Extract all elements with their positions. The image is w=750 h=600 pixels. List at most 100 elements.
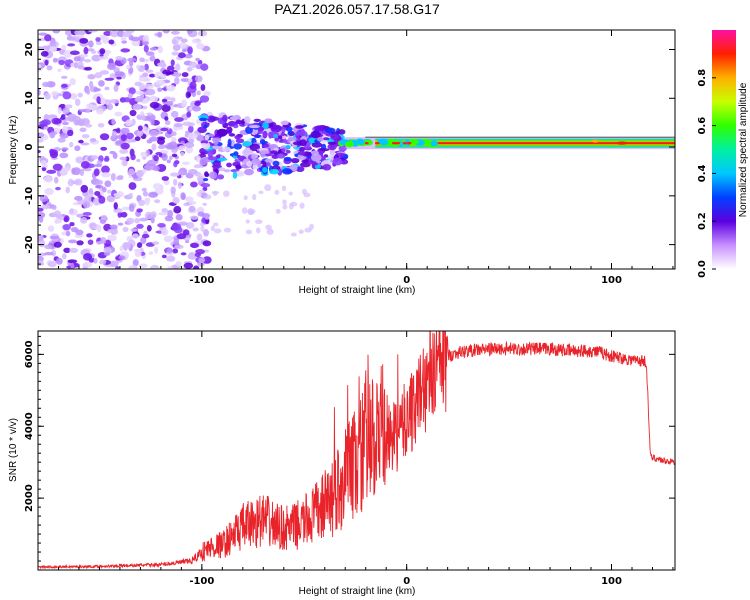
noise-blob (62, 121, 69, 126)
noise-blob (127, 93, 133, 99)
transition-blob (223, 227, 232, 233)
noise-blob (98, 80, 105, 87)
colorbar-tick-label: 0.6 (697, 117, 708, 135)
noise-blob (174, 117, 184, 122)
noise-blob (89, 138, 97, 143)
tone-peak (364, 141, 369, 145)
transition-blob (262, 130, 268, 139)
transition-blob (264, 184, 272, 192)
transition-blob (289, 201, 298, 207)
noise-blob (194, 75, 203, 83)
snr-panel: -100 0 100 2000 4000 6000 Height of straight… (8, 330, 676, 597)
noise-blob (188, 106, 194, 111)
noise-blob (152, 183, 163, 190)
transition-blob (203, 124, 208, 129)
noise-blob (112, 152, 118, 159)
noise-blob (203, 90, 211, 97)
transition-blob (259, 149, 270, 155)
noise-blob (150, 53, 155, 62)
transition-blob (200, 140, 209, 145)
spectrogram-y-tick-label: -10 (24, 187, 35, 205)
noise-blob (52, 30, 61, 34)
noise-blob (122, 226, 129, 232)
noise-blob (125, 132, 135, 140)
transition-blob (259, 139, 266, 145)
noise-blob (173, 39, 178, 45)
noise-blob (83, 58, 92, 63)
spectrogram-frame (37, 29, 676, 270)
transition-blob (264, 118, 273, 124)
transition-blob (323, 137, 330, 141)
noise-blob (139, 57, 145, 63)
noise-blob (43, 175, 54, 183)
noise-blob (38, 149, 41, 154)
noise-blob (137, 130, 144, 137)
noise-blob (119, 245, 124, 252)
noise-blob (116, 76, 122, 80)
transition-blob (299, 202, 305, 209)
noise-blob (38, 63, 42, 69)
noise-blob (40, 50, 49, 57)
noise-blob (61, 125, 69, 134)
spectrogram-x-tick-label: -100 (189, 275, 214, 286)
noise-blob (148, 191, 159, 198)
snr-x-tick-label: 100 (601, 576, 622, 587)
spectrogram-x-tick-label: 0 (403, 275, 410, 286)
transition-blob (304, 227, 312, 233)
noise-blob (62, 91, 72, 100)
tone-peak (615, 141, 628, 145)
noise-blob (171, 153, 178, 158)
noise-blob (57, 137, 66, 143)
transition-blob (227, 138, 232, 146)
transition-blob (211, 190, 220, 195)
noise-blob (76, 61, 84, 67)
transition-blob (303, 144, 312, 150)
snr-y-ticks: 2000 4000 6000 (24, 335, 675, 571)
snr-x-ticks: -100 0 100 (37, 331, 674, 587)
transition-blob (210, 225, 215, 232)
noise-blob (130, 36, 140, 42)
noise-blob (80, 118, 90, 126)
noise-blob (90, 104, 98, 111)
noise-blob (55, 186, 61, 191)
noise-blob (93, 258, 98, 264)
transition-blob (223, 190, 230, 198)
noise-blob (70, 262, 75, 269)
noise-blob (187, 47, 193, 55)
noise-blob (49, 149, 58, 156)
noise-blob (104, 180, 112, 188)
noise-blob (188, 168, 198, 175)
noise-blob (139, 217, 148, 222)
noise-blob (128, 192, 133, 198)
transition-blob (269, 123, 274, 127)
noise-blob (164, 120, 171, 126)
noise-blob (134, 136, 141, 142)
noise-blob (76, 240, 84, 246)
noise-blob (140, 151, 147, 157)
spectrogram-y-ticks: -20 -10 0 10 20 (24, 29, 675, 265)
noise-blob (99, 48, 106, 55)
snr-x-tick-label: 0 (403, 576, 410, 587)
noise-blob (41, 119, 52, 126)
snr-y-tick-label: 6000 (24, 340, 35, 368)
noise-blob (140, 236, 147, 245)
noise-blob (197, 30, 208, 37)
tone-peak (592, 139, 599, 143)
noise-blob (98, 56, 109, 60)
noise-blob (145, 69, 154, 73)
transition-blob (299, 146, 305, 153)
transition-blob (311, 142, 323, 148)
noise-blob (80, 184, 89, 193)
noise-blob (49, 46, 58, 53)
noise-blob (91, 54, 102, 62)
transition-blob (262, 167, 268, 173)
transition-blob (299, 139, 307, 147)
transition-blob (314, 125, 325, 132)
noise-blob (57, 107, 62, 115)
transition-blob (269, 150, 278, 154)
noise-blob (157, 87, 163, 92)
noise-blob (173, 123, 183, 128)
transition-blob (233, 151, 239, 156)
noise-blob (174, 76, 180, 85)
noise-blob (188, 205, 196, 213)
